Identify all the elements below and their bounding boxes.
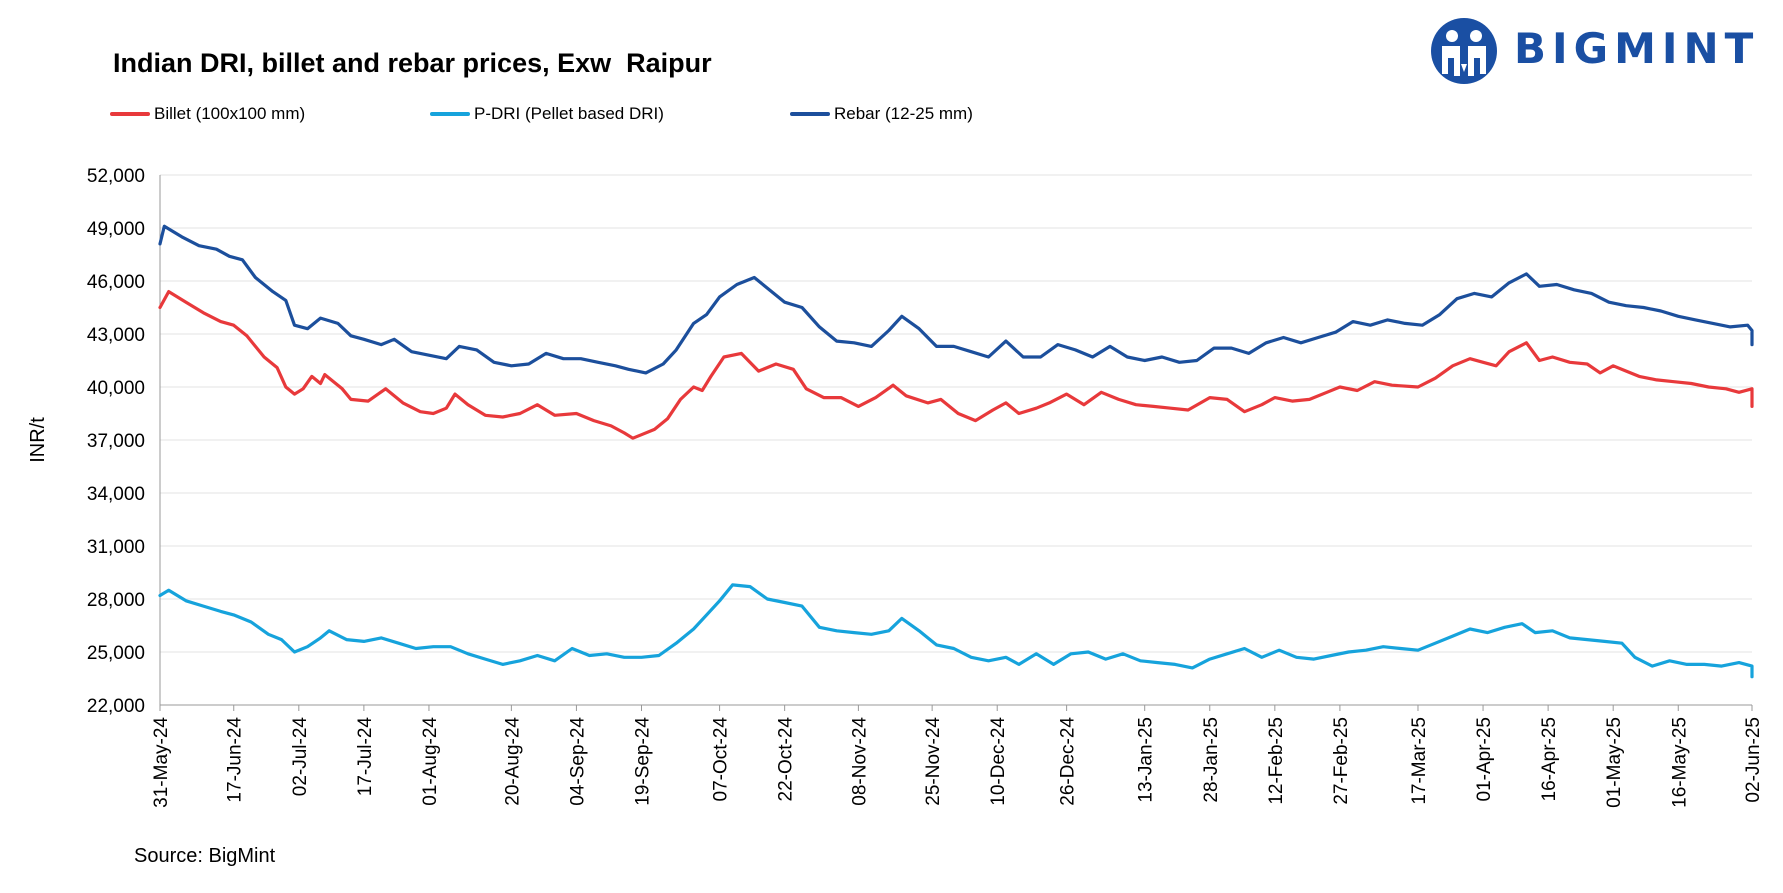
- axes: [159, 175, 1753, 711]
- legend-item-rebar: Rebar (12-25 mm): [790, 104, 973, 124]
- x-tick-label: 25-Nov-24: [923, 717, 944, 806]
- x-tick-labels: 31-May-24 17-Jun-24 02-Jul-24 17-Jul-24 01-A…: [151, 717, 1764, 808]
- x-tick-label: 10-Dec-24: [988, 717, 1009, 806]
- legend-swatch-rebar: [790, 112, 830, 116]
- y-tick-label: 37,000: [87, 431, 145, 452]
- x-tick-label: 31-May-24: [151, 717, 172, 808]
- chart-title: Indian DRI, billet and rebar prices, Exw…: [113, 48, 712, 78]
- x-tick-label: 01-Apr-25: [1474, 717, 1495, 802]
- legend-swatch-pdri: [430, 112, 470, 116]
- x-tick-label: 19-Sep-24: [633, 717, 654, 806]
- x-tick-label: 01-Aug-24: [420, 717, 441, 806]
- bigmint-logo: BIGMINT: [1428, 16, 1773, 86]
- y-tick-label: 43,000: [87, 325, 145, 346]
- x-tick-label: 02-Jul-24: [290, 717, 311, 797]
- x-tick-label: 04-Sep-24: [567, 717, 588, 806]
- source-note: Source: BigMint: [134, 845, 276, 867]
- legend-item-billet: Billet (100x100 mm): [110, 104, 305, 124]
- x-tick-label: 16-May-25: [1669, 717, 1690, 808]
- x-tick-label: 08-Nov-24: [849, 717, 870, 806]
- bigmint-logo-text: BIGMINT: [1514, 24, 1760, 73]
- series-line-pdri: [158, 583, 1754, 679]
- y-axis-label: INR/t: [27, 417, 49, 463]
- y-tick-label: 28,000: [87, 590, 145, 611]
- x-tick-label: 20-Aug-24: [502, 717, 523, 806]
- x-tick-label: 02-Jun-25: [1743, 717, 1764, 803]
- series-line-billet: [158, 290, 1754, 440]
- series-lines: [158, 224, 1754, 679]
- series-line-rebar: [158, 224, 1754, 375]
- y-tick-label: 34,000: [87, 484, 145, 505]
- legend-label-pdri: P-DRI (Pellet based DRI): [474, 104, 664, 123]
- x-tick-label: 01-May-25: [1604, 717, 1625, 808]
- y-tick-label: 52,000: [87, 166, 145, 187]
- x-tick-label: 13-Jan-25: [1136, 717, 1157, 803]
- x-tick-label: 12-Feb-25: [1266, 717, 1287, 805]
- y-tick-label: 31,000: [87, 537, 145, 558]
- x-tick-label: 22-Oct-24: [776, 717, 797, 802]
- legend-label-billet: Billet (100x100 mm): [154, 104, 306, 123]
- grid-lines: [160, 174, 1752, 653]
- y-tick-label: 25,000: [87, 643, 145, 664]
- x-tick-label: 07-Oct-24: [711, 717, 732, 802]
- y-tick-label: 40,000: [87, 378, 145, 399]
- bigmint-logo-mark: [1431, 18, 1497, 84]
- x-tick-label: 17-Mar-25: [1409, 717, 1430, 805]
- legend-item-pdri: P-DRI (Pellet based DRI): [430, 104, 664, 124]
- x-tick-label: 26-Dec-24: [1058, 717, 1079, 806]
- y-tick-label: 49,000: [87, 219, 145, 240]
- x-tick-label: 17-Jul-24: [355, 717, 376, 797]
- y-tick-labels: 22,000 25,000 28,000 31,000 34,000 37,000 40,0…: [87, 166, 145, 717]
- y-tick-label: 46,000: [87, 272, 145, 293]
- y-tick-label: 22,000: [87, 696, 145, 717]
- x-tick-label: 28-Jan-25: [1201, 717, 1222, 803]
- x-tick-label: 27-Feb-25: [1331, 717, 1352, 805]
- legend-swatch-billet: [110, 112, 150, 116]
- x-tick-label: 16-Apr-25: [1539, 717, 1560, 802]
- legend-label-rebar: Rebar (12-25 mm): [834, 104, 973, 123]
- x-tick-label: 17-Jun-24: [225, 717, 246, 803]
